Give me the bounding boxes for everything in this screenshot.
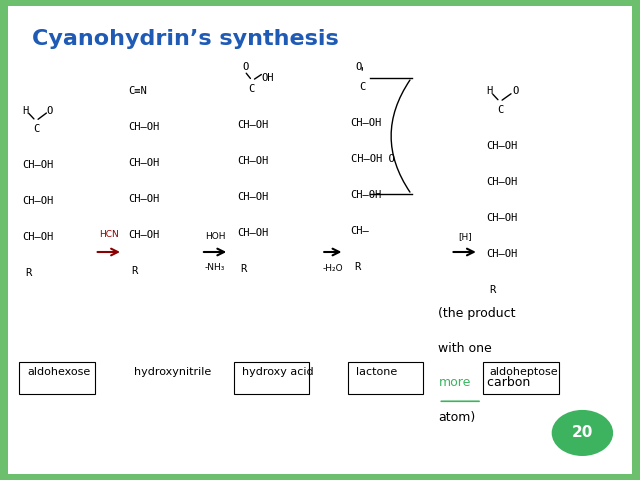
Text: R: R — [240, 264, 246, 274]
Text: HOH: HOH — [205, 232, 225, 241]
FancyArrowPatch shape — [391, 80, 410, 192]
Bar — [234, 362, 309, 394]
Text: O: O — [242, 62, 248, 72]
Text: 20: 20 — [572, 425, 593, 441]
Text: CH–OH: CH–OH — [351, 118, 382, 128]
Text: CH–OH: CH–OH — [351, 190, 382, 200]
Text: HCN: HCN — [99, 229, 118, 239]
Text: CH–OH: CH–OH — [486, 249, 518, 259]
Text: CH–OH O: CH–OH O — [351, 154, 394, 164]
Text: C: C — [497, 105, 504, 115]
Text: with one: with one — [438, 342, 492, 355]
Text: hydroxy acid: hydroxy acid — [242, 367, 314, 377]
Text: CH–OH: CH–OH — [128, 230, 159, 240]
Text: Cyanohydrin’s synthesis: Cyanohydrin’s synthesis — [32, 29, 339, 49]
Text: aldohexose: aldohexose — [28, 367, 91, 377]
Text: CH–OH: CH–OH — [128, 122, 159, 132]
Text: hydroxynitrile: hydroxynitrile — [134, 367, 212, 377]
Bar — [0, 0, 8, 480]
Text: R: R — [490, 285, 496, 295]
Text: OH: OH — [261, 73, 274, 83]
Text: CH–OH: CH–OH — [22, 160, 54, 170]
Text: R: R — [26, 268, 32, 278]
Text: CH–: CH– — [351, 226, 369, 236]
Text: lactone: lactone — [356, 367, 397, 377]
Text: -NH₃: -NH₃ — [205, 263, 225, 272]
Text: [H]: [H] — [458, 232, 472, 241]
Text: H: H — [486, 86, 493, 96]
Text: O: O — [47, 106, 53, 116]
Text: C: C — [33, 124, 40, 134]
Text: O: O — [512, 86, 518, 96]
Text: CH–OH: CH–OH — [486, 141, 518, 151]
Text: R: R — [131, 266, 138, 276]
Circle shape — [552, 410, 613, 456]
Text: O: O — [356, 62, 362, 72]
Text: atom): atom) — [438, 411, 476, 424]
Text: CH–OH: CH–OH — [237, 192, 268, 202]
Text: CH–OH: CH–OH — [237, 228, 268, 238]
Text: C≡N: C≡N — [128, 86, 147, 96]
Text: more: more — [438, 376, 471, 389]
Text: CH–OH: CH–OH — [128, 194, 159, 204]
Bar — [19, 362, 95, 394]
Text: carbon: carbon — [483, 376, 531, 389]
Text: -H₂O: -H₂O — [323, 264, 343, 273]
Text: H: H — [22, 106, 29, 116]
Text: C: C — [248, 84, 255, 94]
Bar — [348, 362, 423, 394]
Text: CH–OH: CH–OH — [22, 232, 54, 242]
Bar — [0, 0, 640, 6]
Text: CH–OH: CH–OH — [22, 196, 54, 206]
Text: CH–OH: CH–OH — [128, 158, 159, 168]
Text: aldoheptose: aldoheptose — [490, 367, 558, 377]
Text: CH–OH: CH–OH — [237, 156, 268, 166]
Text: CH–OH: CH–OH — [237, 120, 268, 130]
Text: CH–OH: CH–OH — [486, 177, 518, 187]
Text: C: C — [360, 82, 366, 92]
Text: (the product: (the product — [438, 307, 516, 320]
Bar — [632, 0, 640, 480]
Text: R: R — [354, 262, 360, 272]
Bar — [0, 474, 640, 480]
Text: CH–OH: CH–OH — [486, 213, 518, 223]
Bar — [483, 362, 559, 394]
